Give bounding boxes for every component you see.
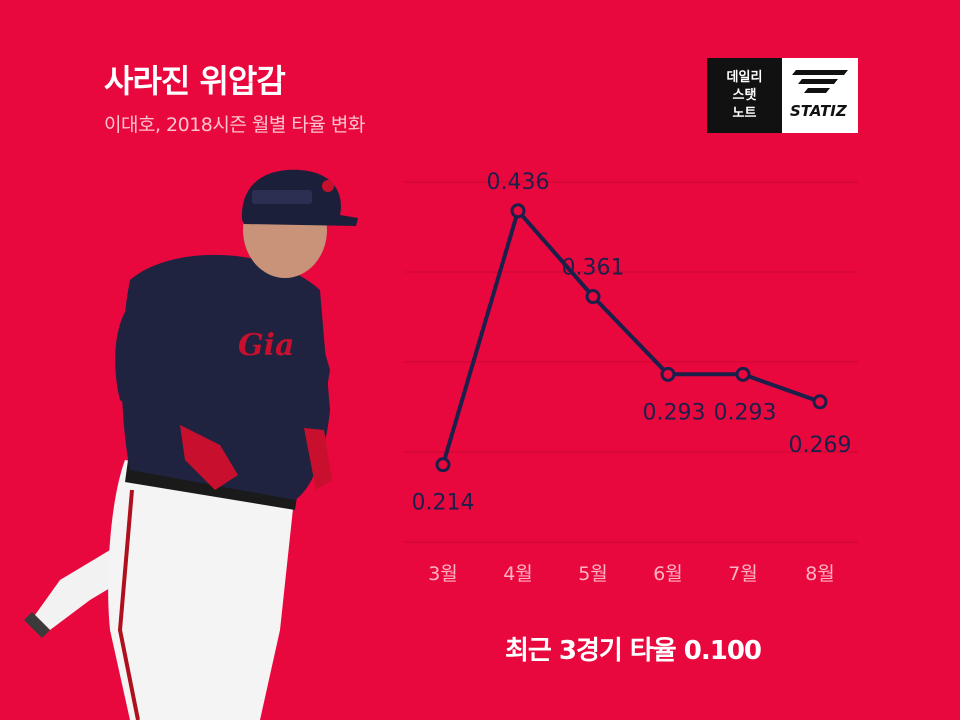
data-label-3월: 0.214 [412,491,475,516]
data-label-5월: 0.361 [562,256,625,281]
recent-3-games-average: 최근 3경기 타율 0.100 [505,636,762,666]
logo-line-1: 데일리 [726,69,763,85]
logo-line-3: 노트 [732,105,757,121]
x-tick-label: 8월 [805,563,835,585]
chart-subtitle: 이대호, 2018시즌 월별 타율 변화 [104,114,365,136]
x-tick-label: 4월 [503,563,533,585]
data-point-6월 [660,366,676,382]
statiz-wordmark: STATIZ [790,102,847,120]
statiz-logo: 데일리 스탯 노트 STATIZ [707,58,858,133]
x-tick-label: 6월 [653,563,683,585]
svg-text:Gia: Gia [238,328,294,363]
data-label-6월: 0.293 [643,400,706,425]
data-point-7월 [735,366,751,382]
x-tick-label: 7월 [728,563,758,585]
logo-line-2: 스탯 [732,87,757,103]
data-point-3월 [435,457,451,473]
daily-stat-note-badge: 데일리 스탯 노트 [707,58,782,133]
data-point-8월 [812,394,828,410]
data-point-5월 [585,289,601,305]
statiz-brand-mark: STATIZ [782,58,858,133]
chart-title: 사라진 위압감 [104,62,286,100]
x-tick-label: 5월 [578,563,608,585]
x-tick-label: 3월 [428,563,458,585]
data-label-7월: 0.293 [714,400,777,425]
data-label-4월: 0.436 [487,170,550,195]
data-point-4월 [510,203,526,219]
speed-lines-icon [792,70,848,93]
series-line [441,208,821,466]
data-label-8월: 0.269 [789,433,852,458]
player-photo: Gia [24,169,358,720]
